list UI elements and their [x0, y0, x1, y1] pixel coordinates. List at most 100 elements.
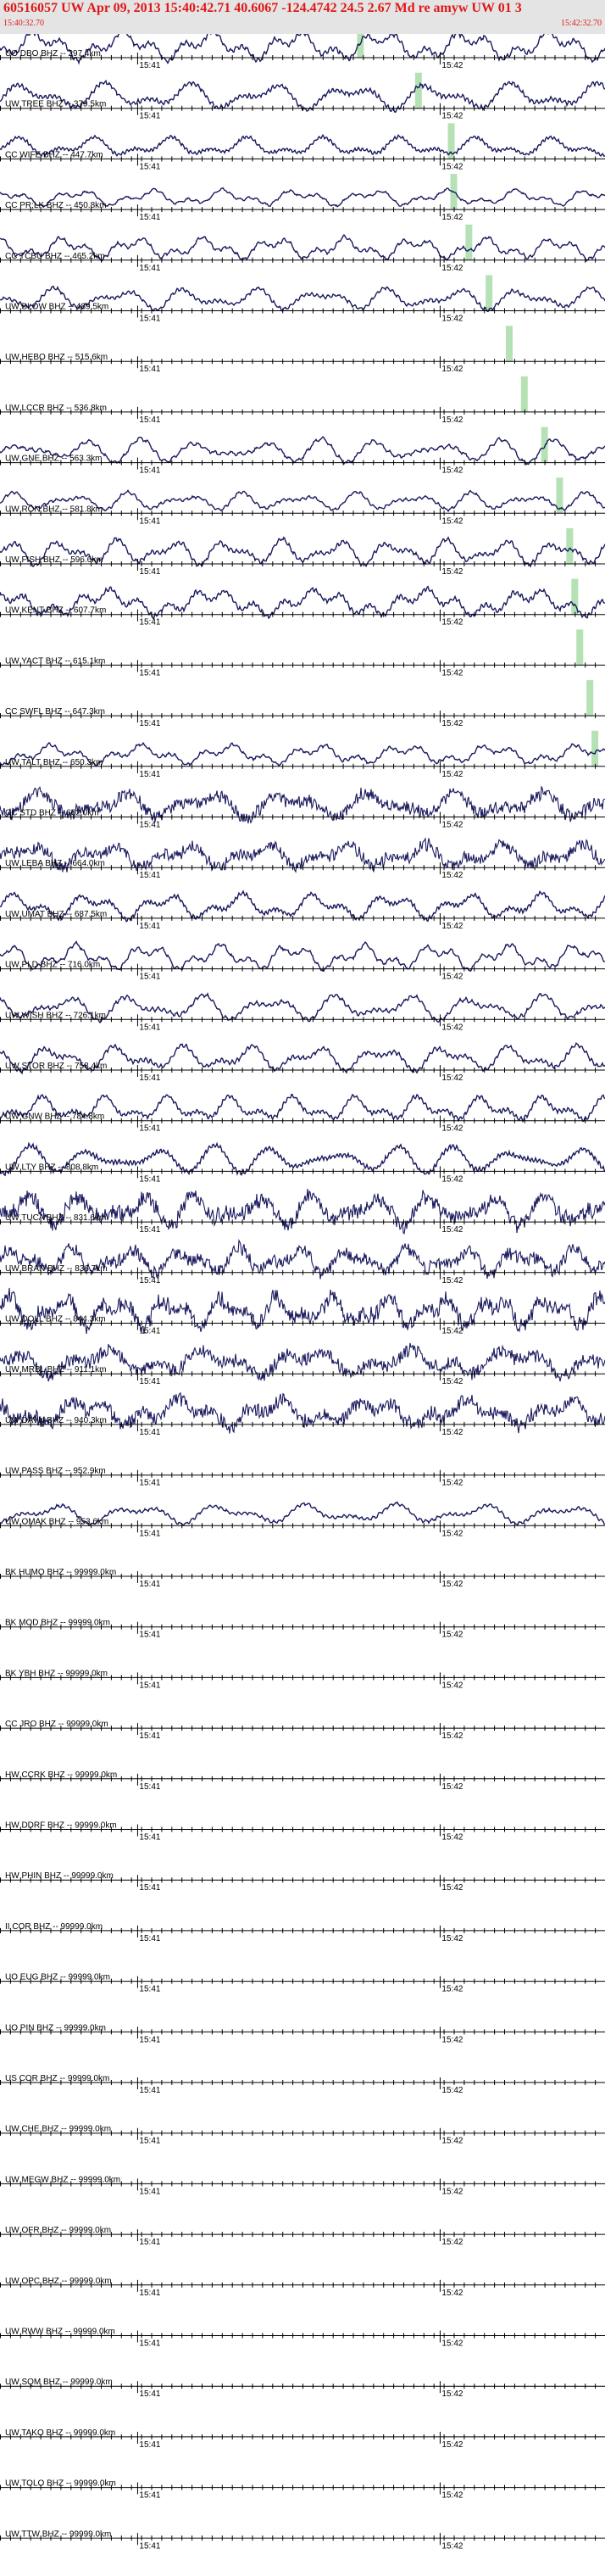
tick-label: 15:41 [139, 2440, 160, 2450]
tick-label: 15:41 [139, 668, 160, 677]
station-label: BK YBH BHZ -- 99999.0km [5, 1669, 108, 1678]
tick-label: 15:41 [139, 1327, 160, 1336]
tick-label: 15:42 [441, 2035, 463, 2044]
station-label: UW TUCA BHZ -- 831.6km [5, 1213, 106, 1223]
station-label: II COR BHZ -- 99999.0km [5, 1922, 103, 1932]
station-label: UW RON BHZ -- 581.8km [5, 505, 103, 514]
station-label: UW TAKO BHZ -- 99999.0km [5, 2428, 115, 2438]
tick-label: 15:41 [139, 1934, 160, 1943]
tick-label: 15:41 [139, 973, 160, 982]
tick-label: 15:42 [441, 1731, 463, 1741]
tick-label: 15:41 [139, 2035, 160, 2044]
station-label: UW BLOW BHZ -- 489.5km [5, 303, 108, 312]
tick-label: 15:41 [139, 2137, 160, 2146]
tick-label: 15:42 [441, 264, 463, 273]
tick-label: 15:41 [139, 1124, 160, 1134]
tick-label: 15:42 [441, 1276, 463, 1285]
tick-label: 15:41 [139, 415, 160, 425]
waveform-trace [0, 1501, 605, 1526]
station-label: UW YACT BHZ -- 615.1km [5, 656, 105, 666]
pick-marker [357, 34, 364, 58]
tick-label: 15:42 [441, 2389, 463, 2399]
tick-label: 15:41 [139, 1883, 160, 1893]
station-label: US COR BHZ -- 99999.0km [5, 2074, 109, 2083]
station-label: CC STD BHZ -- 662.0km [5, 809, 99, 818]
tick-label: 15:41 [139, 2238, 160, 2247]
tick-label: 15:42 [441, 1883, 463, 1893]
tick-label: 15:41 [139, 2187, 160, 2196]
station-label: UW STOR BHZ -- 758.4km [5, 1062, 107, 1071]
pick-marker [465, 224, 473, 260]
station-label: UW BRAN BHZ -- 836.7km [5, 1264, 108, 1274]
tick-label: 15:42 [441, 1985, 463, 1994]
tick-label: 15:42 [441, 315, 463, 324]
tick-label: 15:42 [441, 1124, 463, 1134]
station-label: UW OMAK BHZ -- 953.6km [5, 1517, 108, 1526]
station-label: UW KENT BHZ -- 607.7km [5, 606, 106, 616]
station-label: CC TCBU BHZ -- 465.2km [5, 252, 105, 261]
record-header: 60516057 UW Apr 09, 2013 15:40:42.71 40.… [0, 0, 605, 34]
tick-label: 15:42 [441, 365, 463, 374]
tick-label: 15:41 [139, 2339, 160, 2349]
tick-label: 15:42 [441, 922, 463, 931]
waveform-trace [0, 436, 605, 466]
waveform-trace [0, 940, 605, 973]
tick-label: 15:41 [139, 770, 160, 779]
pick-marker [556, 477, 563, 514]
tick-label: 15:41 [139, 1023, 160, 1032]
tick-label: 15:42 [441, 466, 463, 476]
tick-label: 15:41 [139, 1782, 160, 1792]
tick-label: 15:42 [441, 2289, 463, 2298]
start-time-label: 15:40:32.70 [3, 19, 45, 28]
tick-label: 15:41 [139, 516, 160, 526]
station-label: UW PLD BHZ -- 716.0km [5, 961, 100, 970]
waveform-trace [0, 889, 605, 923]
station-label: UW TREE BHZ -- 379.5km [5, 100, 106, 109]
pick-marker [486, 275, 493, 311]
tick-label: 15:41 [139, 2289, 160, 2298]
station-label: HW PHIN BHZ -- 99999.0km [5, 1871, 114, 1881]
station-label: CC PR;LK BHZ -- 450.8km [5, 201, 106, 210]
tick-label: 15:42 [441, 61, 463, 70]
station-label: UW OPC BHZ -- 99999.0km [5, 2277, 112, 2286]
tick-label: 15:41 [139, 1681, 160, 1690]
waveform-trace [0, 1342, 605, 1382]
station-label: CC WIFE BHZ -- 447.7km [5, 150, 103, 159]
tick-label: 15:41 [139, 1833, 160, 1843]
tick-label: 15:41 [139, 1073, 160, 1083]
tick-label: 15:42 [441, 1023, 463, 1032]
pick-marker [414, 72, 422, 109]
pick-marker [520, 376, 528, 412]
tick-label: 15:41 [139, 213, 160, 222]
tick-label: 15:41 [139, 2086, 160, 2095]
station-label: UW MRBL BHZ -- 911.1km [5, 1365, 106, 1374]
station-label: BK HUMO BHZ -- 99999.0km [5, 1568, 116, 1577]
waveform-trace [0, 1189, 605, 1235]
tick-label: 15:42 [441, 1631, 463, 1640]
tick-label: 15:41 [139, 871, 160, 880]
tick-label: 15:42 [441, 2137, 463, 2146]
station-label: CC SWFL BHZ -- 647.3km [5, 707, 105, 716]
tick-label: 15:41 [139, 365, 160, 374]
waveform-trace [0, 1141, 605, 1177]
station-label: UW UMAT BHZ -- 687.5km [5, 910, 107, 919]
tick-label: 15:42 [441, 1782, 463, 1792]
tick-label: 15:41 [139, 1428, 160, 1437]
pick-marker [505, 326, 513, 362]
station-label: UW DOLL BHZ -- 844.3km [5, 1315, 106, 1324]
tick-label: 15:42 [441, 1428, 463, 1437]
tick-label: 15:42 [441, 1377, 463, 1386]
waveform-trace [0, 585, 605, 620]
tick-label: 15:42 [441, 516, 463, 526]
station-label: UW FISH BHZ -- 596.6km [5, 555, 103, 565]
tick-label: 15:42 [441, 2187, 463, 2196]
station-label: UW TTW BHZ -- 99999.0km [5, 2529, 111, 2539]
tick-label: 15:41 [139, 162, 160, 171]
tick-label: 15:42 [441, 2339, 463, 2349]
station-label: UO EUG BHZ -- 99999.0km [5, 1973, 110, 1982]
waveform-trace [0, 285, 605, 313]
tick-label: 15:41 [139, 61, 160, 70]
pick-marker [566, 528, 574, 564]
station-label: UW WISH BHZ -- 726.1km [5, 1011, 106, 1020]
tick-label: 15:42 [441, 2440, 463, 2450]
